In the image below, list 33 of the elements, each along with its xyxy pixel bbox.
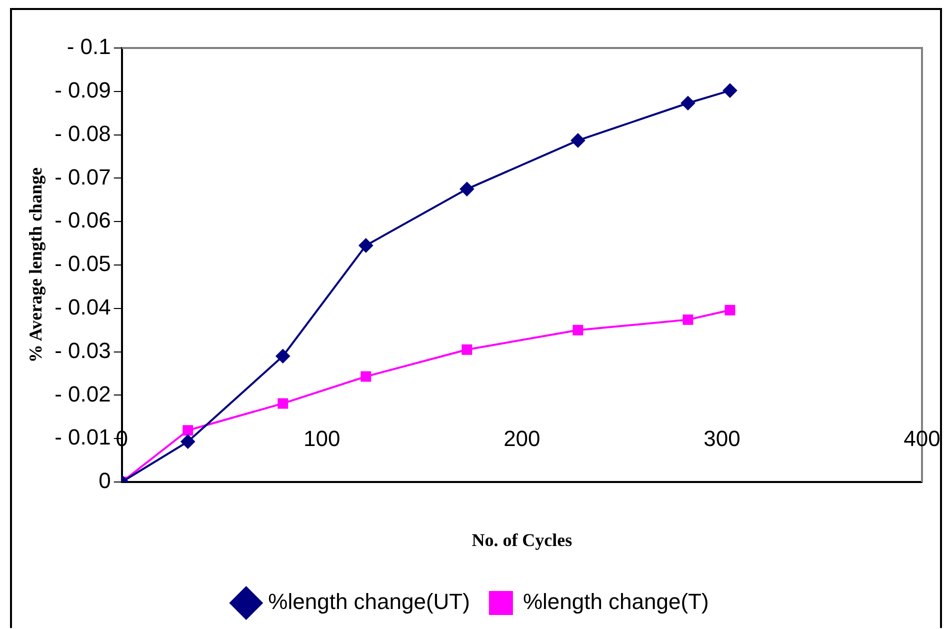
point — [180, 434, 195, 449]
point — [182, 425, 194, 436]
point — [680, 96, 695, 110]
y-tick-label: - 0.07 — [54, 164, 111, 190]
point — [722, 84, 737, 98]
x-tick-label: 300 — [704, 426, 740, 452]
x-tick-label: 200 — [504, 426, 540, 452]
y-tick-label: - 0.04 — [54, 294, 111, 320]
y-tick-label: - 0.01 — [54, 424, 111, 450]
y-axis-title: % Average length change — [25, 167, 46, 363]
point — [276, 349, 290, 364]
point — [278, 398, 288, 409]
y-tick-label: - 0.05 — [54, 251, 111, 276]
point — [572, 324, 584, 336]
point — [570, 133, 585, 148]
x-tick-label: 400 — [904, 426, 940, 452]
legend-label: %length change(T) — [522, 589, 709, 614]
point — [462, 344, 472, 355]
x-axis-title: No. of Cycles — [472, 530, 572, 550]
y-tick-label: 0 — [98, 468, 111, 494]
point — [460, 182, 474, 196]
legend-label: %length change(UT) — [268, 589, 470, 614]
point — [360, 371, 372, 382]
y-tick-label: - 0.06 — [54, 208, 111, 233]
point — [682, 314, 694, 325]
x-tick-label: 100 — [304, 426, 340, 452]
y-tick-label: - 0.1 — [66, 34, 111, 60]
y-tick-label: - 0.08 — [54, 120, 111, 146]
point — [724, 304, 736, 316]
y-tick-label: - 0.09 — [54, 77, 111, 102]
y-tick-label: - 0.03 — [54, 338, 111, 363]
point — [358, 238, 373, 252]
y-tick-label: - 0.02 — [54, 381, 111, 406]
